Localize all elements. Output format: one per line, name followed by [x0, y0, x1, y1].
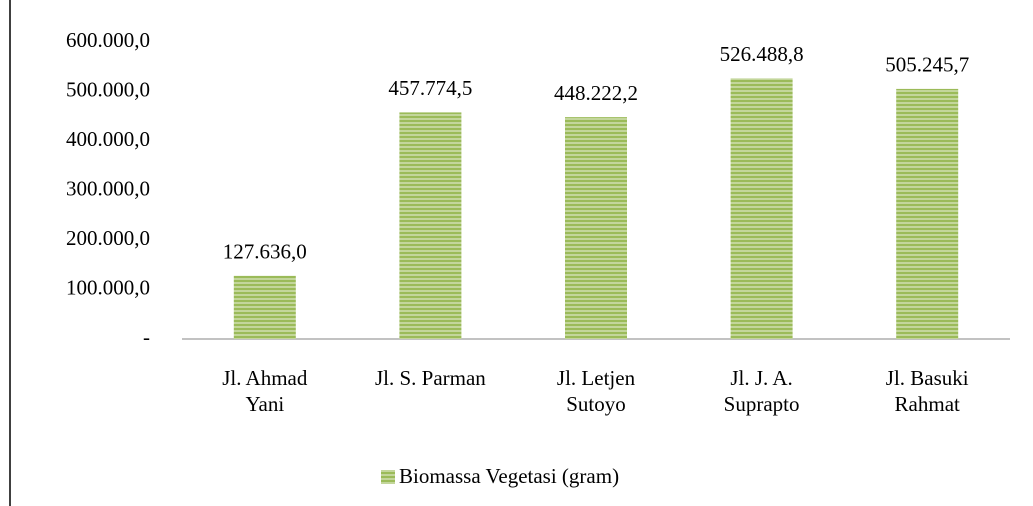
y-tick-label: -: [143, 325, 150, 349]
y-tick-label: 400.000,0: [66, 127, 150, 151]
x-tick-label: Jl. S. Parman: [375, 366, 486, 390]
bar: [233, 275, 296, 339]
bar: [896, 88, 959, 339]
x-tick-label: Jl. Ahmad Yani: [222, 366, 308, 416]
data-label: 457.774,5: [388, 76, 472, 100]
y-tick-label: 100.000,0: [66, 275, 150, 299]
bar: [565, 117, 627, 340]
x-tick-label: Jl. Basuki Rahmat: [886, 366, 969, 416]
data-label: 505.245,7: [885, 53, 969, 77]
bar: [399, 112, 462, 340]
legend-label: Biomassa Vegetasi (gram): [399, 464, 619, 488]
data-label: 127.636,0: [223, 240, 307, 264]
bar: [730, 78, 793, 339]
y-tick-label: 200.000,0: [66, 226, 150, 250]
x-tick-label: Jl. Letjen Sutoyo: [557, 366, 636, 416]
data-label: 526.488,8: [720, 42, 804, 66]
y-tick-label: 600.000,0: [66, 28, 150, 52]
x-tick-label: Jl. J. A. Suprapto: [724, 366, 800, 416]
data-label: 448.222,2: [554, 81, 638, 105]
legend-swatch: [381, 470, 395, 484]
y-tick-label: 300.000,0: [66, 176, 150, 200]
chart-border: [9, 0, 11, 506]
y-tick-label: 500.000,0: [66, 77, 150, 101]
